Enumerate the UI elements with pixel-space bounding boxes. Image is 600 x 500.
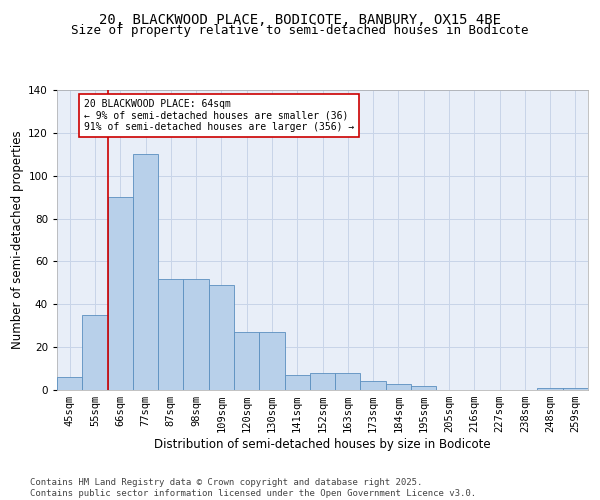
Y-axis label: Number of semi-detached properties: Number of semi-detached properties bbox=[11, 130, 24, 350]
Bar bbox=[563, 388, 588, 390]
Bar bbox=[158, 278, 184, 390]
Bar bbox=[386, 384, 411, 390]
Text: 20, BLACKWOOD PLACE, BODICOTE, BANBURY, OX15 4BE: 20, BLACKWOOD PLACE, BODICOTE, BANBURY, … bbox=[99, 12, 501, 26]
Bar bbox=[209, 285, 234, 390]
Bar bbox=[411, 386, 436, 390]
Bar bbox=[310, 373, 335, 390]
Bar bbox=[184, 278, 209, 390]
X-axis label: Distribution of semi-detached houses by size in Bodicote: Distribution of semi-detached houses by … bbox=[154, 438, 491, 451]
Text: 20 BLACKWOOD PLACE: 64sqm
← 9% of semi-detached houses are smaller (36)
91% of s: 20 BLACKWOOD PLACE: 64sqm ← 9% of semi-d… bbox=[83, 98, 354, 132]
Bar bbox=[57, 377, 82, 390]
Bar bbox=[82, 315, 107, 390]
Bar bbox=[361, 382, 386, 390]
Text: Contains HM Land Registry data © Crown copyright and database right 2025.
Contai: Contains HM Land Registry data © Crown c… bbox=[30, 478, 476, 498]
Bar bbox=[335, 373, 361, 390]
Bar bbox=[234, 332, 259, 390]
Bar bbox=[284, 375, 310, 390]
Text: Size of property relative to semi-detached houses in Bodicote: Size of property relative to semi-detach… bbox=[71, 24, 529, 37]
Bar bbox=[538, 388, 563, 390]
Bar bbox=[133, 154, 158, 390]
Bar bbox=[107, 197, 133, 390]
Bar bbox=[259, 332, 284, 390]
